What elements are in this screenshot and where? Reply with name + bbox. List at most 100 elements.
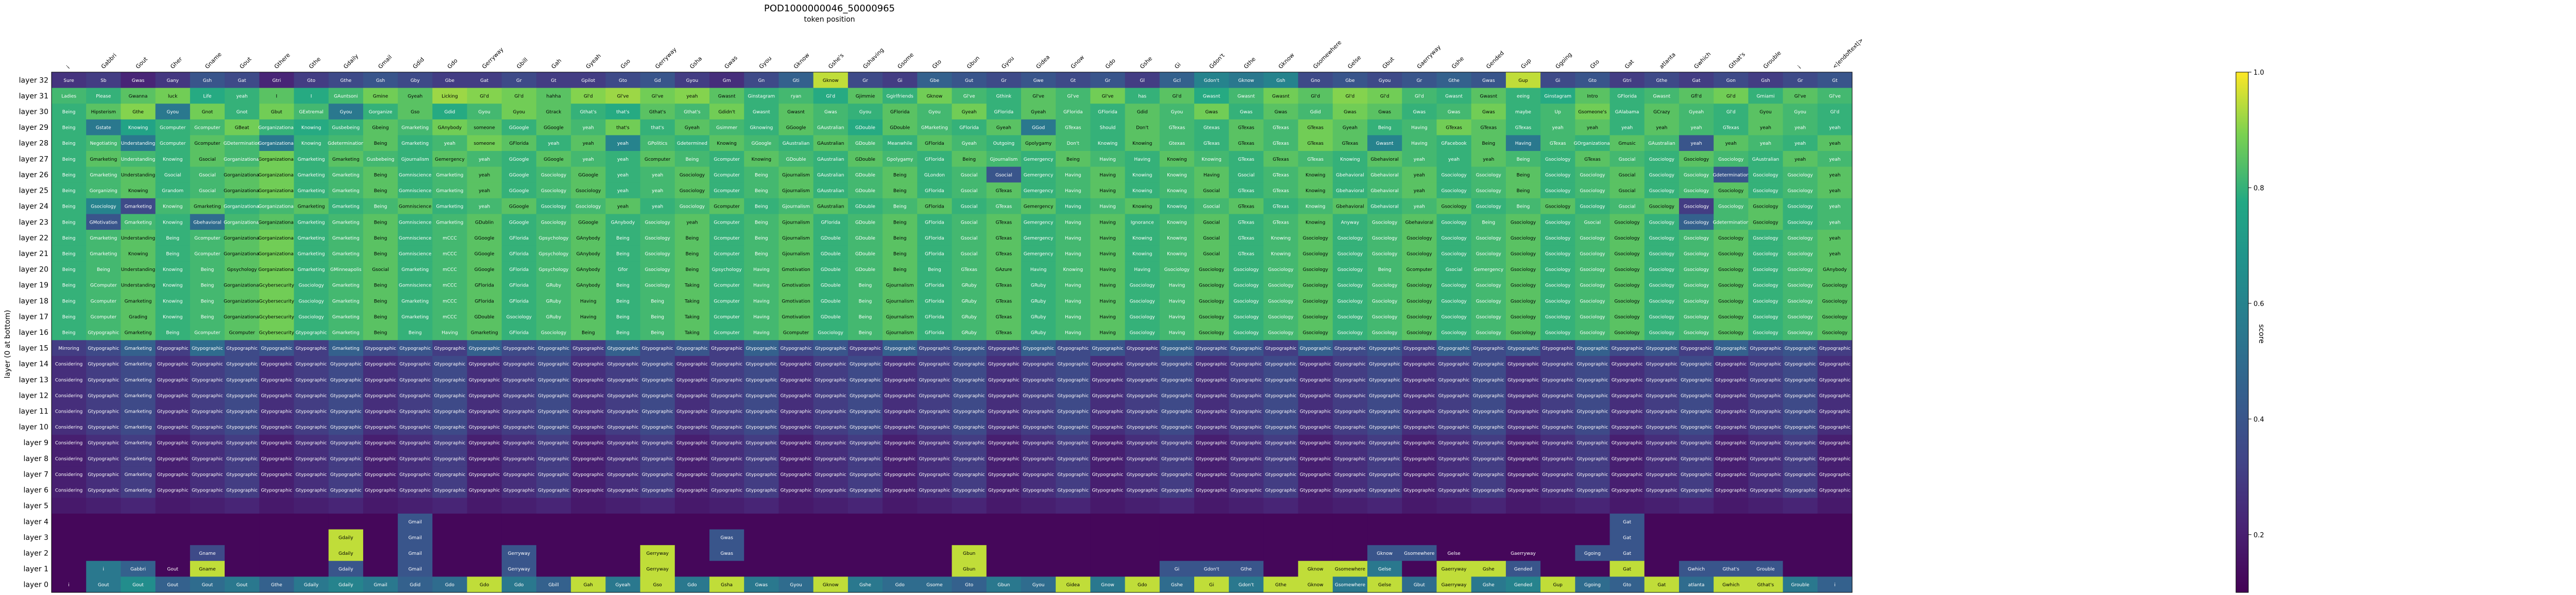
cell-label: Gmarketing (332, 189, 360, 194)
cell-label: Gtypographic (399, 425, 431, 430)
cell-label: Gwas (1378, 110, 1391, 115)
cell-label: Gtypographic (1646, 362, 1677, 367)
x-tick-label: Gout (239, 56, 253, 70)
heatmap-cell (52, 214, 87, 230)
heatmap-cell (190, 119, 225, 135)
cell-label: Life (203, 94, 212, 99)
cell-label: Gtypographic (1715, 425, 1747, 430)
cell-label: Gtypographic (781, 378, 812, 383)
cell-label: Having (1169, 299, 1185, 304)
cell-label: Gtypographic (434, 362, 466, 367)
cell-label: Knowing (1167, 205, 1187, 210)
cell-label: Gtypographic (1715, 394, 1747, 399)
cell-label: yeah (1725, 141, 1737, 146)
cell-label: Gtypographic (1750, 346, 1782, 351)
heatmap-cell (1609, 72, 1645, 89)
cell-label: Gcomputer (194, 251, 221, 257)
cell-label: Gsociology (1441, 173, 1467, 178)
cell-label: Having (1204, 173, 1220, 178)
cell-label: Gtypographic (1507, 472, 1539, 478)
cell-label: Gto (1623, 583, 1632, 588)
heatmap-cell (1229, 529, 1264, 546)
cell-label: Knowing (1167, 173, 1187, 178)
cell-label: Gnot (236, 110, 248, 115)
cell-label: Gbehavioral (193, 220, 222, 225)
cell-label: Gtypographic (503, 441, 535, 446)
cell-label: Gtypographic (1785, 488, 1816, 494)
cell-label: Knowing (1132, 173, 1152, 178)
cell-label: Gtypographic (1265, 378, 1297, 383)
cell-label: GTexas (1481, 126, 1497, 131)
cell-label: Gorganizational (258, 267, 295, 273)
cell-label: Gtypographic (954, 410, 985, 415)
heatmap-cell (1471, 135, 1506, 151)
cell-label: GTexas (1238, 141, 1255, 146)
cell-label: Gtypographic (503, 456, 535, 462)
cell-label: Being (582, 331, 595, 336)
heatmap-cell (571, 182, 606, 199)
heatmap-cell (813, 198, 849, 214)
cell-label: GTexas (1238, 205, 1255, 210)
cell-label: Gsociology (1199, 331, 1225, 336)
heatmap-cell (225, 498, 260, 514)
cell-label: Gsociology (1580, 251, 1605, 257)
cell-label: Gi (1555, 78, 1560, 83)
heatmap-cell (86, 529, 121, 546)
heatmap-cell (398, 88, 433, 104)
heatmap-cell (1575, 119, 1611, 135)
cell-label: Gtypographic (1681, 456, 1712, 462)
heatmap-cell (1748, 513, 1784, 530)
cell-label: Knowing (128, 251, 148, 257)
cell-label: Gtypographic (157, 472, 189, 478)
cell-label: Gtypographic (815, 394, 846, 399)
heatmap-cell (363, 214, 398, 230)
cell-label: Gemergency (1024, 173, 1054, 178)
cell-label: Gdaily (338, 567, 353, 572)
cell-label: Gtypographic (1819, 378, 1851, 383)
cell-label: GExtremal (299, 110, 323, 115)
cell-label: Gtypographic (1369, 346, 1400, 351)
heatmap-cell (883, 214, 918, 230)
cell-label: Knowing (1306, 189, 1325, 194)
cell-label: Considering (55, 472, 83, 478)
cell-label: Gsociology (1753, 173, 1778, 178)
heatmap-cell (328, 182, 364, 199)
cell-label: Gsimmer (716, 126, 737, 131)
heatmap-cell (1056, 529, 1091, 546)
cell-label: Gmarketing (436, 220, 464, 225)
cell-label: Gcomputer (714, 173, 740, 178)
cell-label: Gsociology (299, 299, 325, 304)
heatmap-cell (1505, 88, 1541, 104)
cell-label: Gerryway (508, 551, 531, 556)
cell-label: Gsociology (1441, 205, 1467, 210)
cell-label: yeah (1829, 220, 1840, 225)
cell-label: Gcl (1173, 78, 1180, 83)
cell-label: yeah (444, 141, 455, 146)
cell-label: Being (97, 267, 110, 273)
cell-label: Gsociology (1788, 205, 1814, 210)
cell-label: Gsociology (645, 283, 671, 288)
cell-label: Gtypographic (572, 425, 604, 430)
cell-label: Gtypographic (1750, 362, 1782, 367)
cell-label: Gtypographic (1507, 456, 1539, 462)
cell-label: Gtypographic (296, 362, 327, 367)
cell-label: Gorganizational (224, 205, 260, 210)
heatmap-cell (1021, 135, 1056, 151)
cell-label: Gfl'd (1691, 94, 1702, 99)
heatmap-cell (1436, 135, 1472, 151)
cell-label: GDouble (821, 283, 841, 288)
heatmap-cell (1609, 198, 1645, 214)
cell-label: Gtypographic (711, 410, 742, 415)
cell-label: Gtypographic (1196, 488, 1227, 494)
cell-label: Gl'd (1415, 94, 1424, 99)
x-tick-label: Gdo (1104, 57, 1117, 70)
cell-label: Gsocial (961, 205, 978, 210)
heatmap-cell (1056, 545, 1091, 562)
cell-label: Gdaily (304, 583, 319, 588)
heatmap-cell (259, 529, 294, 546)
cell-label: i (1834, 583, 1836, 588)
cell-label: Gtypographic (399, 410, 431, 415)
heatmap-cell (709, 135, 744, 151)
cell-label: Gtypographic (1127, 362, 1158, 367)
cell-label: someone (474, 141, 496, 146)
